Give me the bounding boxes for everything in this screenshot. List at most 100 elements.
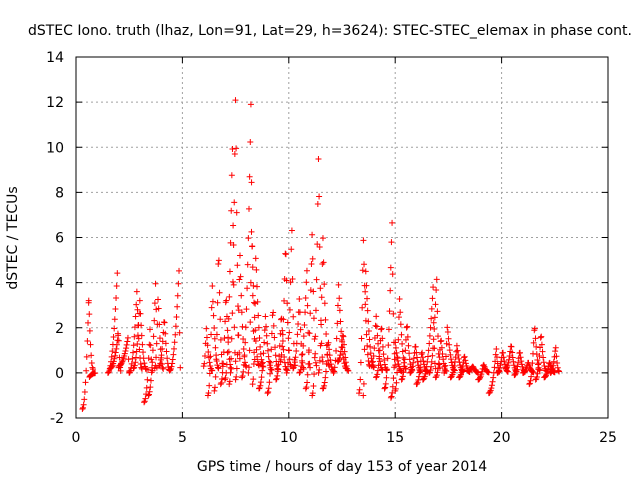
- data-point: [271, 334, 278, 341]
- data-point: [364, 342, 371, 349]
- data-point: [205, 389, 212, 396]
- data-point: [249, 264, 256, 271]
- data-point: [330, 369, 337, 376]
- data-point: [376, 358, 383, 365]
- data-point: [225, 334, 232, 341]
- data-point: [209, 298, 216, 305]
- data-point: [130, 365, 137, 372]
- data-point: [303, 384, 310, 391]
- y-tick-label: 6: [55, 231, 64, 247]
- data-point: [295, 320, 302, 327]
- data-point: [254, 358, 261, 365]
- data-point: [237, 273, 244, 280]
- data-point: [111, 355, 118, 362]
- data-point: [148, 369, 155, 376]
- data-point: [283, 277, 290, 284]
- axis-ticks: 0 5 10 15 20 25 -2 0 2 4 6 8 10 12 14: [46, 50, 617, 446]
- data-point: [253, 266, 260, 273]
- data-point: [322, 374, 329, 381]
- data-point: [310, 315, 317, 322]
- data-point: [401, 363, 408, 370]
- data-point: [234, 351, 241, 358]
- data-point: [336, 354, 343, 361]
- data-point: [270, 309, 277, 316]
- data-point: [554, 364, 561, 371]
- data-point: [135, 335, 142, 342]
- data-point: [443, 353, 450, 360]
- data-point: [304, 302, 311, 309]
- data-point: [294, 331, 301, 338]
- data-point: [285, 347, 292, 354]
- data-point: [356, 386, 363, 393]
- data-point: [117, 367, 124, 374]
- data-point: [422, 370, 429, 377]
- data-point: [461, 353, 468, 360]
- data-point: [401, 356, 408, 363]
- data-point: [150, 333, 157, 340]
- data-point: [429, 352, 436, 359]
- data-point: [257, 379, 264, 386]
- data-point: [487, 388, 494, 395]
- data-point: [81, 388, 88, 395]
- data-point: [370, 358, 377, 365]
- data-point: [227, 239, 234, 246]
- data-point: [89, 364, 96, 371]
- data-point: [134, 306, 141, 313]
- data-point: [174, 292, 181, 299]
- data-point: [311, 371, 318, 378]
- y-axis-label: dSTEC / TECUs: [5, 186, 21, 289]
- data-point: [399, 373, 406, 380]
- data-point: [156, 335, 163, 342]
- data-point: [384, 355, 391, 362]
- data-point: [137, 310, 144, 317]
- data-point: [309, 231, 316, 238]
- data-point: [426, 369, 433, 376]
- data-point: [153, 340, 160, 347]
- data-point: [309, 390, 316, 397]
- data-point: [550, 358, 557, 365]
- data-point: [247, 138, 254, 145]
- data-point: [234, 303, 241, 310]
- data-point: [536, 366, 543, 373]
- data-point: [370, 353, 377, 360]
- data-point: [308, 260, 315, 267]
- data-point: [233, 145, 240, 152]
- data-point: [298, 363, 305, 370]
- data-point: [240, 345, 247, 352]
- data-point: [439, 350, 446, 357]
- data-point: [478, 368, 485, 375]
- data-point: [390, 310, 397, 317]
- data-point: [244, 285, 251, 292]
- data-point: [444, 324, 451, 331]
- data-point: [229, 278, 236, 285]
- data-point: [390, 375, 397, 382]
- data-point: [255, 324, 262, 331]
- data-point: [376, 347, 383, 354]
- data-point: [306, 330, 313, 337]
- data-point: [299, 351, 306, 358]
- data-point: [380, 351, 387, 358]
- data-point: [367, 343, 374, 350]
- data-point: [85, 297, 92, 304]
- data-point: [167, 367, 174, 374]
- data-point: [405, 342, 412, 349]
- data-point: [266, 358, 273, 365]
- y-tick-label: 12: [46, 95, 64, 111]
- data-point: [241, 359, 248, 366]
- data-point: [250, 282, 257, 289]
- data-point: [138, 332, 145, 339]
- data-point: [497, 362, 504, 369]
- data-point: [436, 354, 443, 361]
- data-point: [321, 382, 328, 389]
- data-point: [415, 373, 422, 380]
- data-point: [315, 369, 322, 376]
- data-point: [538, 333, 545, 340]
- data-point: [243, 306, 250, 313]
- data-point: [448, 373, 455, 380]
- data-point: [112, 306, 119, 313]
- data-point: [162, 340, 169, 347]
- data-point: [213, 331, 220, 338]
- data-point: [177, 364, 184, 371]
- data-point: [505, 359, 512, 366]
- data-point: [427, 367, 434, 374]
